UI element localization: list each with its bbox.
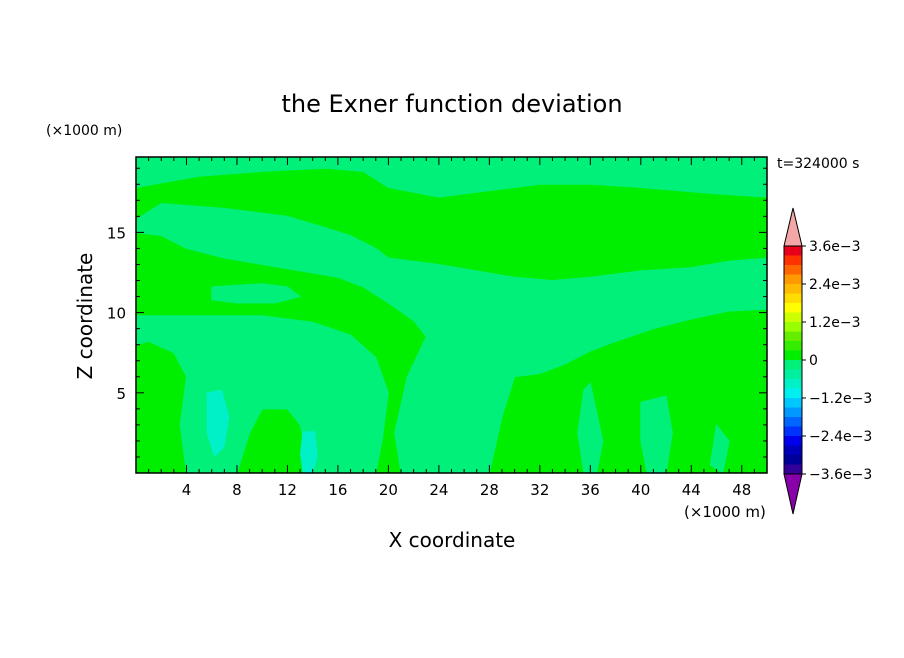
chart-title: the Exner function deviation <box>281 90 622 118</box>
colorbar-extend-min <box>783 473 803 515</box>
y-axis-label: Z coordinate <box>73 253 97 380</box>
x-tick-label-4: 4 <box>182 481 192 499</box>
contour-region-3 <box>135 315 389 474</box>
x-tick-label-36: 36 <box>581 481 600 499</box>
x-axis-label: X coordinate <box>389 528 516 552</box>
x-tick-label-40: 40 <box>631 481 650 499</box>
colorbar-label-6: −3.6e−3 <box>809 467 872 483</box>
colorbar-level-13 <box>784 360 802 370</box>
colorbar-level-4 <box>784 274 802 284</box>
x-tick-label-48: 48 <box>732 481 751 499</box>
x-tick-label-8: 8 <box>232 481 242 499</box>
colorbar-level-23 <box>784 455 802 465</box>
colorbar-level-20 <box>784 426 802 436</box>
contour-core-1 <box>206 389 230 457</box>
colorbar: 3.6e−3 2.4e−3 1.2e−3 0 −1.2e−3 −2.4e−3 −3.6e−3 <box>783 207 872 515</box>
colorbar-level-21 <box>784 436 802 446</box>
colorbar-level-24 <box>784 464 802 474</box>
contour-region-7 <box>640 395 673 474</box>
y-unit-label: (×1000 m) <box>46 123 122 139</box>
colorbar-label-1: 2.4e−3 <box>809 277 861 293</box>
colorbar-level-9 <box>784 322 802 332</box>
colorbar-label-4: −1.2e−3 <box>809 391 872 407</box>
x-tick-label-28: 28 <box>480 481 499 499</box>
colorbar-level-7 <box>784 303 802 313</box>
time-label: t=324000 s <box>777 156 859 172</box>
colorbar-level-2 <box>784 255 802 265</box>
colorbar-level-16 <box>784 388 802 398</box>
y-tick-label-15: 15 <box>107 224 126 242</box>
contour-region-2 <box>135 203 768 474</box>
colorbar-level-19 <box>784 417 802 427</box>
colorbar-label-2: 1.2e−3 <box>809 315 861 331</box>
colorbar-level-11 <box>784 341 802 351</box>
colorbar-level-12 <box>784 350 802 360</box>
colorbar-level-8 <box>784 312 802 322</box>
y-tick-label-10: 10 <box>107 305 126 323</box>
colorbar-level-17 <box>784 398 802 408</box>
x-tick-label-20: 20 <box>379 481 398 499</box>
colorbar-level-14 <box>784 369 802 379</box>
contour-region-8 <box>709 424 730 474</box>
x-unit-label: (×1000 m) <box>684 503 766 521</box>
colorbar-extend-max <box>783 207 803 247</box>
contour-core-2 <box>300 431 318 473</box>
colorbar-level-22 <box>784 445 802 455</box>
colorbar-label-0: 3.6e−3 <box>809 239 861 255</box>
plot-area <box>135 156 768 474</box>
x-tick-label-32: 32 <box>530 481 549 499</box>
contour-region-1 <box>135 156 768 198</box>
colorbar-label-5: −2.4e−3 <box>809 429 872 445</box>
colorbar-level-15 <box>784 379 802 389</box>
x-tick-label-16: 16 <box>328 481 347 499</box>
contour-region-4 <box>211 283 301 304</box>
colorbar-level-10 <box>784 331 802 341</box>
colorbar-level-6 <box>784 293 802 303</box>
x-tick-label-44: 44 <box>682 481 701 499</box>
colorbar-level-18 <box>784 407 802 417</box>
colorbar-level-3 <box>784 265 802 275</box>
x-tick-label-24: 24 <box>429 481 448 499</box>
colorbar-level-1 <box>784 246 802 256</box>
y-tick-label-5: 5 <box>116 385 126 403</box>
colorbar-label-3: 0 <box>809 353 818 369</box>
colorbar-level-5 <box>784 284 802 294</box>
x-tick-label-12: 12 <box>278 481 297 499</box>
